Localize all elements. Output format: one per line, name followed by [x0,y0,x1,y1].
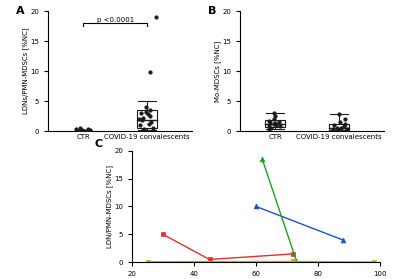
Point [80,128,87,133]
Bar [137,110,158,128]
Text: C: C [95,140,103,150]
Point [77,129,84,133]
Point [342,122,348,126]
Bar [265,120,286,127]
Point [77,125,83,130]
Point [336,112,342,117]
Point [80,129,86,133]
Y-axis label: Mo-MDSCs [%NC]: Mo-MDSCs [%NC] [214,40,220,102]
Point [268,125,274,130]
Text: B: B [208,6,217,16]
Point [81,128,87,133]
Point [143,110,149,114]
Point [136,117,142,121]
Point [270,117,277,121]
Y-axis label: LDNs/PMN-MDSCs [%NC]: LDNs/PMN-MDSCs [%NC] [22,28,28,114]
Bar [329,124,350,130]
Point [150,126,156,130]
Point [337,120,343,124]
Point [343,128,349,133]
Point [272,121,278,125]
Point [74,128,81,133]
Point [152,15,159,20]
Point [272,114,279,118]
Point [334,125,340,130]
Point [271,122,277,126]
Y-axis label: LDN/PMN-MDSCs [%NC]: LDN/PMN-MDSCs [%NC] [106,165,112,248]
Point [143,105,149,109]
Point [336,128,342,132]
Point [84,129,90,133]
Point [137,123,143,127]
Point [140,126,147,131]
Point [266,119,272,123]
Point [148,120,154,124]
Point [85,128,92,133]
Point [146,122,152,126]
Point [79,128,85,133]
Point [87,128,93,133]
Point [138,118,145,122]
Point [276,119,282,124]
Point [73,127,79,132]
Point [267,120,273,124]
Point [266,126,272,131]
Point [338,126,344,130]
Point [273,123,280,127]
Point [266,122,272,127]
Point [147,108,154,112]
Point [140,116,146,120]
Point [342,117,348,121]
Point [341,124,347,129]
Point [87,128,93,133]
Text: p <0.0001: p <0.0001 [96,16,134,23]
Point [77,128,84,133]
Point [277,124,283,129]
Point [330,126,336,131]
Point [145,112,152,117]
Point [146,70,153,74]
Point [271,111,277,116]
Text: A: A [16,6,25,16]
Point [147,114,153,118]
Point [84,126,91,131]
Point [138,111,144,116]
Point [343,127,350,132]
Point [79,128,85,132]
Point [331,123,338,127]
Point [140,128,146,132]
